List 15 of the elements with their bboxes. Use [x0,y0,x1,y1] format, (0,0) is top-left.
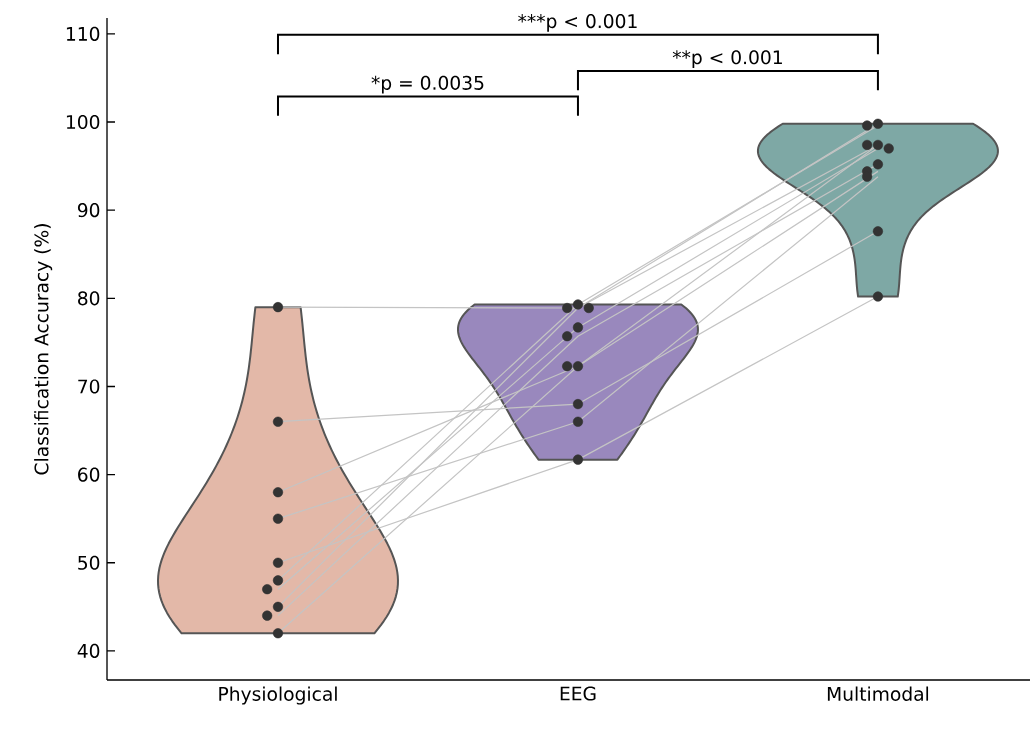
y-tick-label: 60 [78,467,100,482]
y-tick-label: 50 [78,555,100,570]
y-tick-label: 70 [78,379,100,394]
annotation: ***p < 0.001 [518,14,637,32]
x-tick-label: Physiological [219,686,337,705]
y-tick-label: 100 [66,114,100,130]
y-axis-title: Classification Accuracy (%) [34,224,53,475]
x-tick-label: EEG [560,686,596,701]
y-tick-label: 40 [77,643,100,658]
annotation: *p = 0.0035 [371,75,484,94]
x-tick-label: Multimodal [827,686,929,701]
y-tick-label: 110 [66,26,100,41]
annotation: **p < 0.001 [672,50,782,68]
y-tick-label: 90 [77,203,100,218]
y-tick-label: 80 [78,291,100,306]
